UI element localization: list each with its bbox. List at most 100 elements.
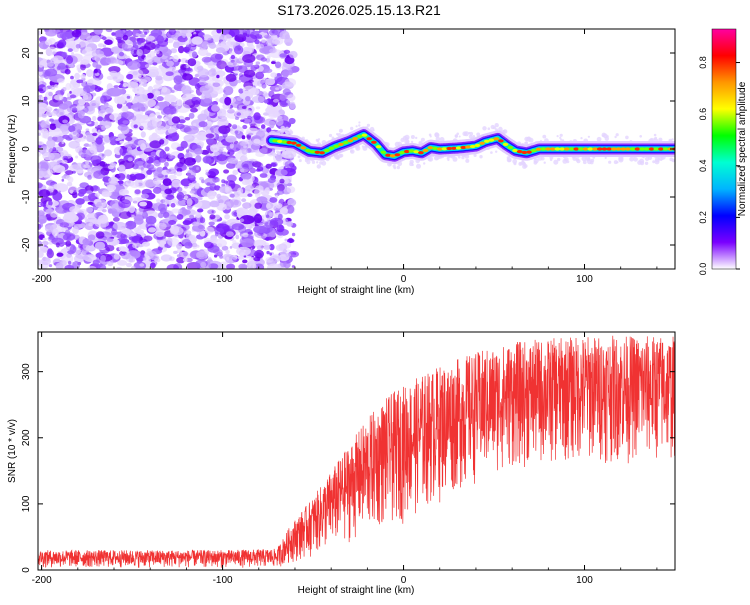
signal-hotspot: [493, 137, 500, 141]
noise-speckle: [82, 238, 90, 246]
snr-y-tick-label: 300: [21, 363, 32, 380]
noise-speckle: [226, 256, 230, 261]
noise-speckle: [52, 147, 57, 152]
signal-hotspot: [634, 147, 641, 151]
noise-speckle: [175, 103, 191, 113]
noise-speckle: [165, 194, 175, 200]
noise-speckle: [40, 201, 47, 207]
noise-speckle: [126, 146, 133, 153]
noise-speckle: [252, 264, 257, 269]
noise-speckle: [162, 48, 172, 57]
spectrogram-y-axis-label: Frequency (Hz): [7, 115, 18, 184]
noise-speckle: [157, 115, 162, 119]
noise-speckle: [261, 38, 266, 43]
noise-speckle: [285, 253, 291, 258]
noise-speckle: [137, 114, 150, 124]
noise-speckle: [66, 182, 73, 187]
noise-speckle: [84, 216, 88, 220]
noise-speckle: [291, 232, 296, 237]
noise-speckle: [73, 234, 80, 240]
noise-speckle: [215, 35, 220, 39]
noise-speckle: [262, 77, 268, 83]
noise-speckle: [126, 81, 139, 89]
noise-speckle: [47, 248, 53, 255]
noise-speckle: [269, 48, 276, 53]
noise-speckle: [97, 129, 101, 134]
signal-hotspot: [469, 144, 476, 149]
signal-halo: [559, 133, 563, 137]
noise-speckle: [191, 97, 197, 101]
noise-speckle: [75, 155, 79, 159]
noise-speckle: [159, 150, 167, 159]
noise-speckle: [125, 180, 135, 187]
noise-speckle: [123, 29, 126, 33]
noise-speckle: [122, 34, 128, 41]
noise-speckle: [216, 60, 227, 70]
noise-speckle: [38, 132, 41, 136]
noise-speckle: [111, 32, 116, 36]
noise-speckle: [144, 31, 148, 35]
noise-speckle: [69, 90, 72, 94]
spectrogram-x-tick-label: 100: [576, 274, 593, 285]
noise-speckle: [127, 157, 133, 162]
noise-speckle: [263, 34, 271, 39]
signal-hotspot: [644, 147, 650, 151]
signal-halo: [582, 160, 587, 165]
noise-speckle: [269, 197, 278, 203]
noise-speckle: [253, 138, 261, 144]
noise-speckle: [205, 133, 215, 139]
noise-speckle: [73, 162, 87, 171]
noise-speckle: [52, 55, 64, 63]
noise-speckle: [57, 62, 66, 70]
noise-speckle: [85, 132, 92, 137]
signal-hotspot: [488, 138, 495, 142]
signal-halo: [473, 153, 477, 157]
noise-speckle: [279, 53, 288, 58]
noise-speckle: [210, 144, 220, 153]
noise-speckle: [236, 112, 242, 116]
snr-x-axis-label: Height of straight line (km): [298, 585, 415, 596]
noise-speckle: [186, 204, 193, 210]
signal-hotspot: [309, 150, 316, 154]
signal-hotspot: [427, 146, 434, 150]
snr-y-tick-label: 0: [21, 567, 32, 573]
noise-speckle: [248, 132, 254, 136]
signal-halo: [396, 165, 400, 170]
noise-speckle: [240, 238, 255, 248]
noise-speckle: [133, 110, 144, 117]
noise-speckle: [75, 105, 83, 111]
noise-speckle: [217, 115, 228, 122]
noise-speckle: [181, 207, 186, 211]
noise-speckle: [144, 64, 151, 68]
signal-hotspot: [526, 150, 532, 154]
noise-speckle: [122, 82, 128, 88]
noise-speckle: [133, 86, 145, 95]
noise-speckle: [87, 265, 97, 269]
signal-hotspot: [272, 139, 278, 143]
spectrogram-x-axis-label: Height of straight line (km): [298, 285, 415, 296]
noise-speckle: [69, 131, 80, 139]
noise-speckle: [152, 178, 162, 185]
signal-halo: [285, 129, 290, 135]
noise-speckle: [176, 171, 183, 177]
noise-speckle: [265, 237, 270, 241]
colorbar-tick-label: 0.4: [698, 160, 708, 173]
noise-speckle: [159, 240, 167, 245]
noise-speckle: [176, 214, 184, 220]
signal-halo: [317, 138, 321, 141]
noise-speckle: [241, 106, 247, 109]
signal-halo: [498, 126, 503, 132]
noise-speckle: [94, 121, 99, 127]
signal-halo: [409, 159, 414, 165]
signal-hotspot: [554, 147, 561, 151]
noise-speckle: [164, 243, 168, 248]
noise-speckle: [198, 79, 206, 86]
noise-speckle: [241, 198, 247, 203]
noise-speckle: [239, 215, 255, 225]
noise-speckle: [62, 119, 68, 124]
noise-speckle: [104, 149, 113, 157]
noise-speckle: [247, 193, 253, 197]
noise-speckle: [256, 196, 268, 203]
noise-speckle: [38, 240, 42, 247]
noise-speckle: [136, 49, 143, 57]
